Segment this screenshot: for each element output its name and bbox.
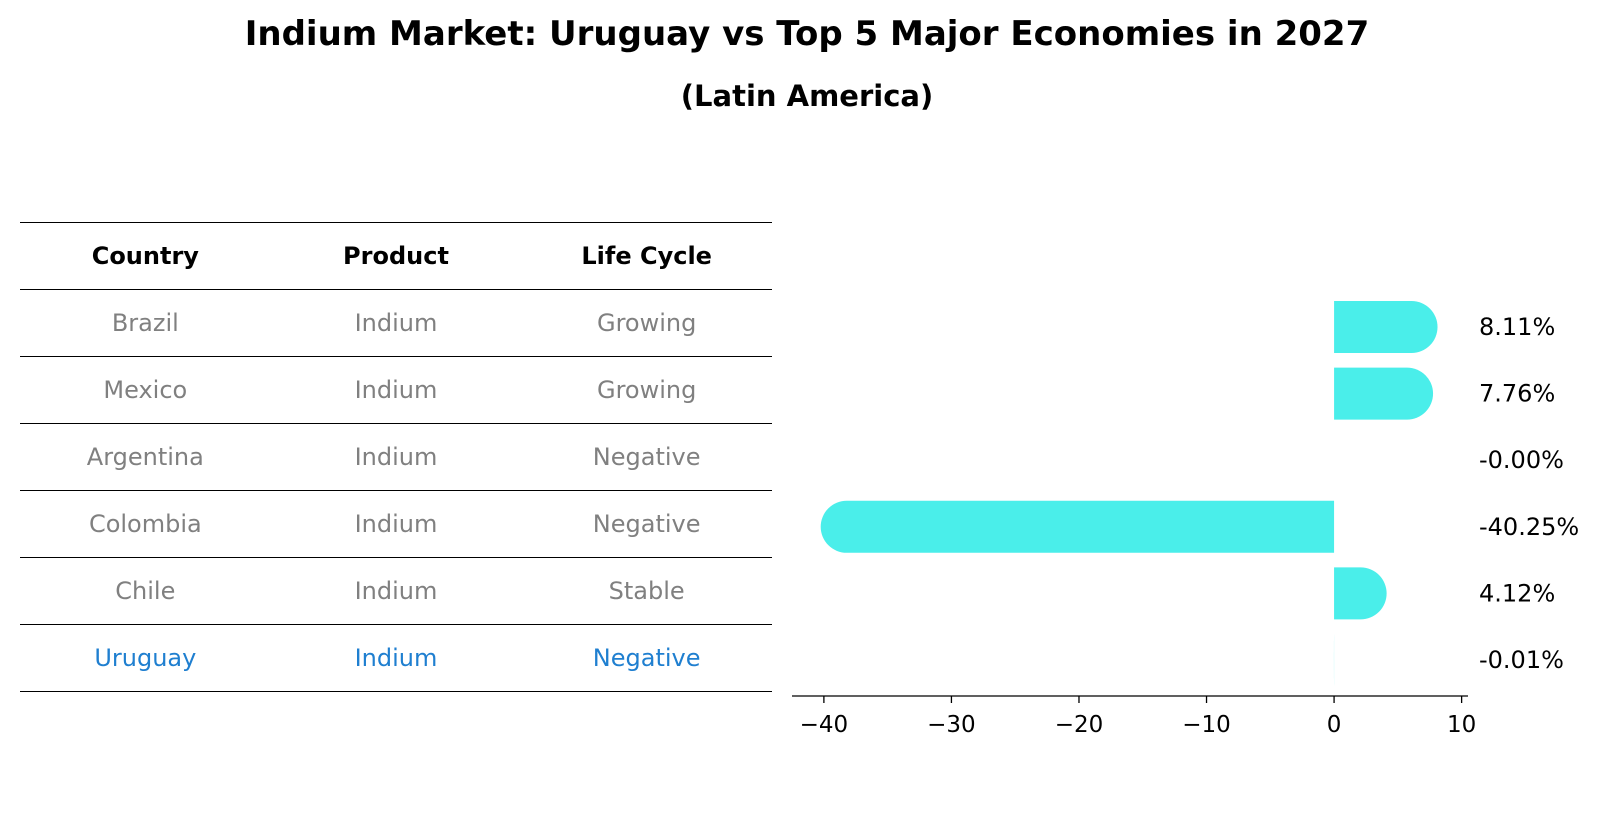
bar-colombia	[820, 500, 1335, 553]
header-life-cycle: Life Cycle	[521, 222, 772, 290]
market-table: Country Product Life Cycle Brazil Indium…	[20, 222, 772, 692]
cell-product: Indium	[270, 423, 522, 491]
cell-life-cycle: Negative	[521, 423, 772, 491]
value-label-colombia: -40.25%	[1479, 513, 1579, 541]
value-label-chile: 4.12%	[1479, 579, 1555, 607]
chart-title: Indium Market: Uruguay vs Top 5 Major Ec…	[244, 14, 1370, 54]
cell-life-cycle: Negative	[521, 490, 772, 558]
value-label-uruguay: -0.01%	[1479, 646, 1564, 674]
table-row: Colombia Indium Negative	[20, 490, 772, 558]
table-row: Brazil Indium Growing	[20, 289, 772, 357]
table-row: Argentina Indium Negative	[20, 423, 772, 491]
cell-product: Indium	[270, 624, 522, 692]
cell-country: Brazil	[20, 289, 271, 357]
cell-life-cycle: Growing	[521, 289, 772, 357]
cell-life-cycle: Negative	[521, 624, 772, 692]
cell-product: Indium	[270, 356, 522, 424]
table-row: Chile Indium Stable	[20, 557, 772, 625]
chart-subtitle: (Latin America)	[680, 79, 934, 113]
cell-life-cycle: Stable	[521, 557, 772, 625]
bar-brazil	[1334, 301, 1438, 353]
table-header-row: Country Product Life Cycle	[20, 222, 772, 290]
value-label-argentina: -0.00%	[1479, 446, 1564, 474]
value-label-mexico: 7.76%	[1479, 380, 1555, 408]
cell-product: Indium	[270, 289, 522, 357]
x-tick-label: −20	[1055, 712, 1104, 738]
value-label-brazil: 8.11%	[1479, 313, 1555, 341]
header-product: Product	[270, 222, 522, 290]
cell-product: Indium	[270, 557, 522, 625]
x-tick-label: 10	[1447, 712, 1476, 738]
cell-country: Colombia	[20, 490, 271, 558]
cell-country: Chile	[20, 557, 271, 625]
cell-country: Argentina	[20, 423, 271, 491]
bar-chile	[1334, 567, 1387, 620]
header-country: Country	[20, 222, 271, 290]
cell-product: Indium	[270, 490, 522, 558]
x-tick-label: −10	[1182, 712, 1231, 738]
x-tick-label: 0	[1327, 712, 1342, 738]
cell-country: Uruguay	[20, 624, 271, 692]
cell-country: Mexico	[20, 356, 271, 424]
table-row: Mexico Indium Growing	[20, 356, 772, 424]
bar-mexico	[1334, 367, 1434, 420]
x-tick-label: −30	[927, 712, 976, 738]
x-tick-label: −40	[800, 712, 849, 738]
table-row-highlighted: Uruguay Indium Negative	[20, 624, 772, 692]
